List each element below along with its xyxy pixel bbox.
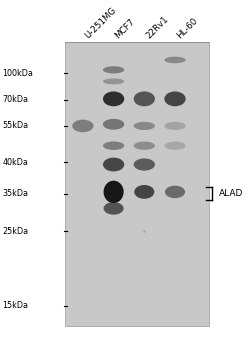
Text: 15kDa: 15kDa (2, 301, 29, 310)
Ellipse shape (164, 91, 186, 106)
Ellipse shape (104, 202, 124, 215)
Ellipse shape (103, 119, 124, 130)
Text: 70kDa: 70kDa (2, 95, 29, 104)
Ellipse shape (134, 91, 155, 106)
Text: MCF7: MCF7 (114, 17, 137, 40)
Ellipse shape (103, 91, 124, 106)
Ellipse shape (165, 186, 185, 198)
Ellipse shape (104, 181, 124, 203)
Text: 25kDa: 25kDa (2, 227, 29, 236)
Text: HL-60: HL-60 (175, 16, 199, 40)
Ellipse shape (164, 142, 186, 150)
Text: ALAD: ALAD (219, 189, 243, 198)
Ellipse shape (134, 159, 155, 170)
Text: 40kDa: 40kDa (2, 158, 29, 167)
Text: 35kDa: 35kDa (2, 189, 29, 198)
Ellipse shape (103, 78, 124, 84)
Text: U-251MG: U-251MG (83, 5, 118, 40)
Ellipse shape (103, 158, 124, 172)
Text: 100kDa: 100kDa (2, 69, 33, 78)
Text: 22Rv1: 22Rv1 (144, 14, 170, 40)
Ellipse shape (134, 185, 154, 199)
Ellipse shape (134, 122, 155, 130)
Text: 55kDa: 55kDa (2, 121, 29, 131)
Ellipse shape (103, 141, 124, 150)
Ellipse shape (164, 57, 186, 63)
Ellipse shape (72, 120, 93, 132)
Bar (65, 42, 209, 326)
Ellipse shape (164, 122, 186, 130)
Ellipse shape (134, 142, 155, 150)
Ellipse shape (103, 66, 124, 74)
